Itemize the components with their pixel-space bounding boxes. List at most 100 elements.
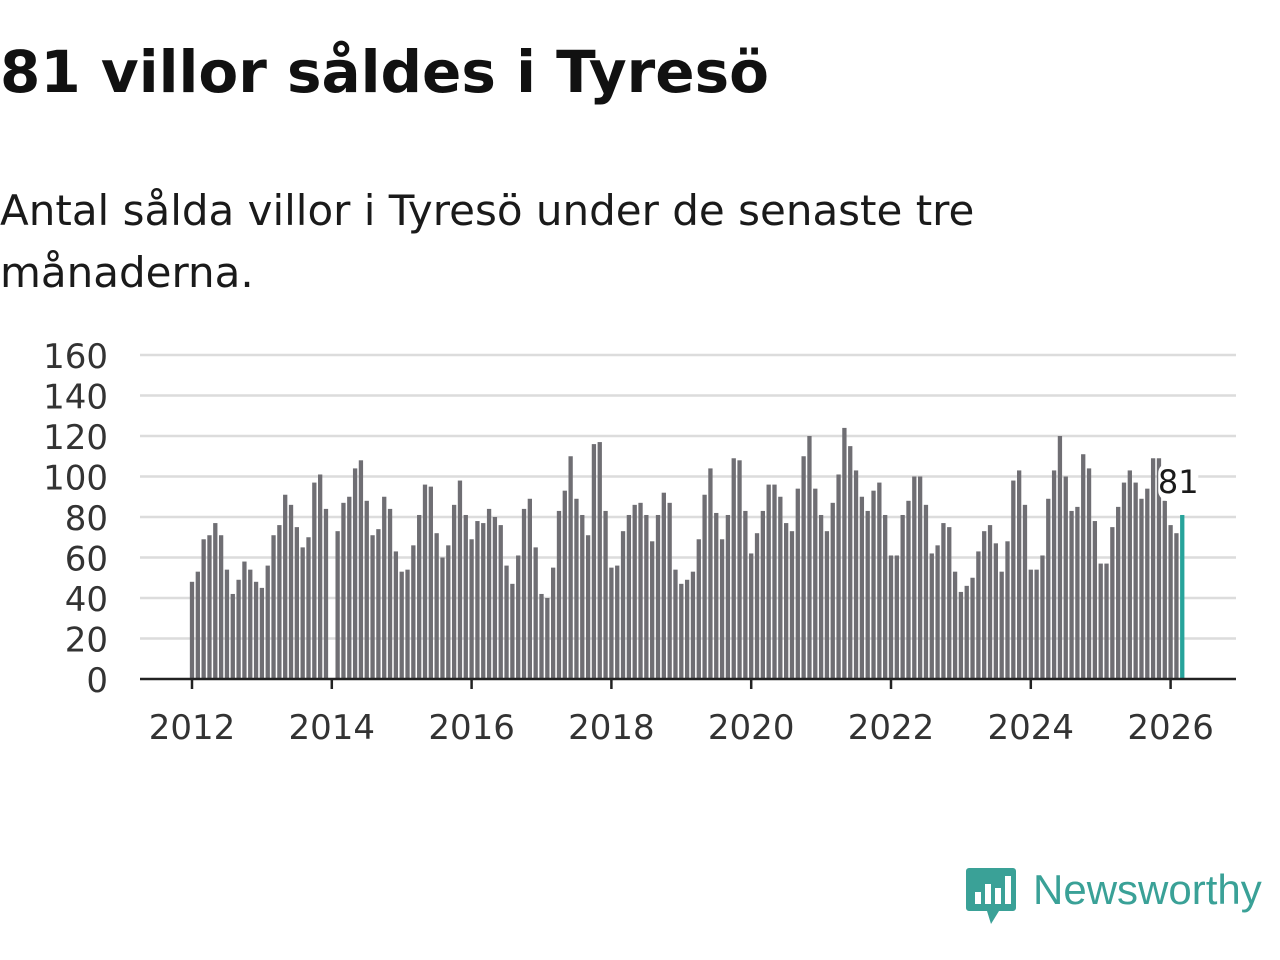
gridlines — [140, 353, 1236, 640]
bar — [213, 523, 218, 679]
bar — [504, 565, 509, 679]
bar — [684, 579, 690, 679]
bar — [481, 523, 486, 679]
bar — [1022, 504, 1028, 679]
bar — [1104, 563, 1109, 679]
bar — [382, 496, 387, 679]
annotation: 81 — [1158, 462, 1199, 501]
bar — [399, 571, 404, 679]
bar — [411, 545, 416, 679]
bar — [871, 490, 876, 679]
bar — [877, 482, 882, 679]
bar — [189, 581, 195, 679]
bar — [655, 514, 661, 679]
bar — [1139, 498, 1144, 679]
chart-subtitle: Antal sålda villor i Tyresö under de sen… — [0, 186, 975, 297]
bar — [451, 504, 457, 679]
bar — [446, 545, 451, 679]
bar — [562, 490, 567, 679]
bar — [510, 583, 515, 679]
x-axis: 2012 2014 2016 2018 2020 2022 2024 2026 — [140, 677, 1236, 748]
bar — [364, 500, 369, 679]
bar — [719, 539, 725, 679]
bar — [440, 557, 445, 679]
bar — [370, 535, 375, 679]
bar — [1098, 563, 1103, 679]
bar — [265, 565, 270, 679]
y-tick-label: 120 — [43, 418, 108, 458]
bar — [929, 553, 934, 679]
bar — [1017, 470, 1022, 679]
bar — [248, 569, 253, 679]
bar — [574, 498, 579, 679]
x-tick-label: 2022 — [848, 708, 935, 748]
bar — [417, 514, 422, 679]
bar — [1168, 525, 1173, 679]
y-tick-label: 20 — [65, 621, 108, 661]
bar — [1145, 488, 1150, 679]
bar — [457, 480, 463, 679]
bar — [830, 502, 835, 679]
annotation-background — [1158, 462, 1199, 501]
x-tick-label: 2020 — [708, 708, 795, 748]
bar — [556, 510, 562, 679]
bar — [597, 442, 602, 679]
bar — [714, 512, 719, 679]
bar — [842, 427, 847, 679]
bar — [318, 474, 323, 679]
x-tick-label: 2012 — [149, 708, 236, 748]
bar — [1051, 470, 1057, 679]
y-tick-label: 60 — [65, 540, 108, 580]
y-tick-label: 0 — [86, 661, 108, 701]
bar — [952, 571, 958, 679]
bar — [1081, 454, 1086, 679]
newsworthy-logo-icon — [966, 868, 1016, 924]
bar — [737, 460, 742, 679]
bar — [632, 504, 637, 679]
bar — [527, 498, 532, 679]
y-tick-label: 40 — [65, 580, 108, 620]
brand-name: Newsworthy — [1033, 866, 1262, 913]
bar — [585, 535, 591, 679]
bar — [253, 581, 259, 679]
bar — [620, 531, 626, 679]
bar — [824, 531, 830, 679]
bar — [1110, 527, 1115, 680]
bar — [516, 555, 521, 679]
bar — [230, 593, 235, 679]
x-tick-label: 2014 — [289, 708, 376, 748]
x-tick-label: 2018 — [568, 708, 655, 748]
chart-title: 81 villor såldes i Tyresö — [0, 38, 769, 106]
bar — [725, 514, 731, 679]
bar — [743, 510, 748, 679]
bar — [376, 529, 381, 679]
bar — [568, 456, 573, 679]
bar — [539, 593, 544, 679]
bar — [1046, 498, 1051, 679]
bar — [958, 591, 964, 679]
bar — [795, 488, 800, 679]
bar — [1162, 500, 1167, 679]
bar — [935, 545, 940, 679]
bar — [224, 569, 230, 679]
bar — [1127, 470, 1132, 679]
bar — [218, 535, 224, 679]
bar — [312, 482, 317, 679]
x-tick-label: 2024 — [988, 708, 1075, 748]
bar — [667, 502, 672, 679]
bar — [259, 587, 265, 680]
bar — [754, 533, 760, 679]
bar — [883, 514, 888, 679]
bar — [859, 496, 865, 679]
bar — [696, 539, 701, 679]
y-tick-label: 140 — [43, 378, 108, 418]
bar — [551, 567, 556, 680]
bar — [475, 521, 480, 679]
bar — [644, 514, 649, 679]
bar — [702, 494, 707, 679]
bar — [690, 571, 696, 679]
bar — [1150, 458, 1156, 679]
bar — [1174, 533, 1179, 679]
bar — [1057, 436, 1063, 679]
bar — [201, 539, 206, 679]
